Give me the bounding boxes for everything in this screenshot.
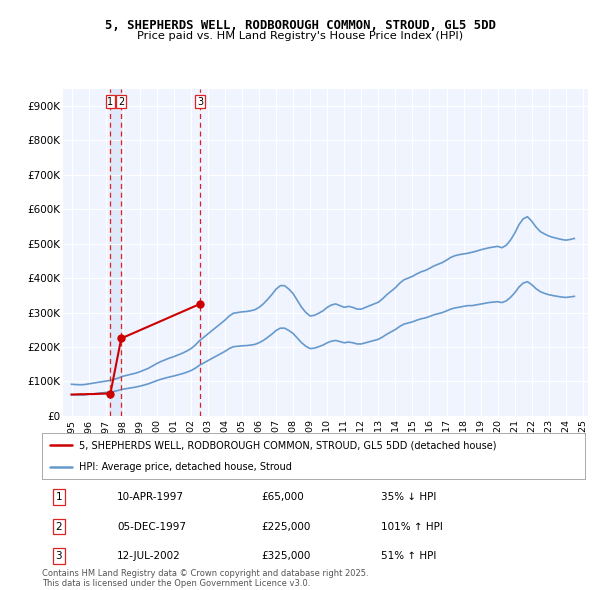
Text: 5, SHEPHERDS WELL, RODBOROUGH COMMON, STROUD, GL5 5DD (detached house): 5, SHEPHERDS WELL, RODBOROUGH COMMON, ST… bbox=[79, 441, 496, 451]
Bar bbox=[110, 88, 121, 416]
Text: £225,000: £225,000 bbox=[261, 522, 310, 532]
Text: 05-DEC-1997: 05-DEC-1997 bbox=[117, 522, 186, 532]
Text: £325,000: £325,000 bbox=[261, 551, 310, 561]
Text: 1: 1 bbox=[55, 492, 62, 502]
Text: 12-JUL-2002: 12-JUL-2002 bbox=[117, 551, 181, 561]
Text: 10-APR-1997: 10-APR-1997 bbox=[117, 492, 184, 502]
Text: Price paid vs. HM Land Registry's House Price Index (HPI): Price paid vs. HM Land Registry's House … bbox=[137, 31, 463, 41]
Text: 2: 2 bbox=[55, 522, 62, 532]
Text: 101% ↑ HPI: 101% ↑ HPI bbox=[381, 522, 443, 532]
Text: 2: 2 bbox=[118, 97, 124, 107]
Text: 35% ↓ HPI: 35% ↓ HPI bbox=[381, 492, 436, 502]
Text: HPI: Average price, detached house, Stroud: HPI: Average price, detached house, Stro… bbox=[79, 461, 292, 471]
Text: Contains HM Land Registry data © Crown copyright and database right 2025.
This d: Contains HM Land Registry data © Crown c… bbox=[42, 569, 368, 588]
Text: 1: 1 bbox=[107, 97, 113, 107]
Text: 5, SHEPHERDS WELL, RODBOROUGH COMMON, STROUD, GL5 5DD: 5, SHEPHERDS WELL, RODBOROUGH COMMON, ST… bbox=[104, 19, 496, 32]
Text: 51% ↑ HPI: 51% ↑ HPI bbox=[381, 551, 436, 561]
Text: 3: 3 bbox=[55, 551, 62, 561]
Text: £65,000: £65,000 bbox=[261, 492, 304, 502]
Text: 3: 3 bbox=[197, 97, 203, 107]
